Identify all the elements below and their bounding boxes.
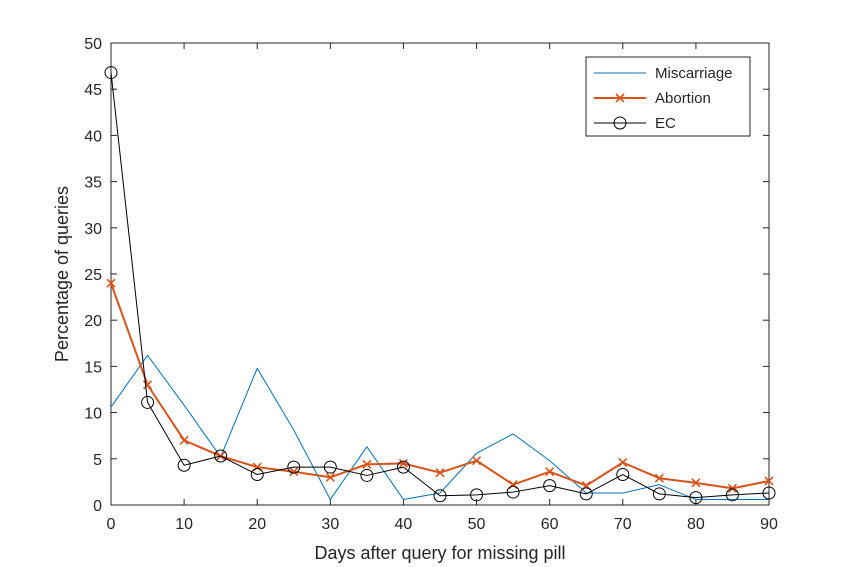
data-point-ec [250, 468, 264, 482]
x-tick-label: 60 [541, 516, 559, 533]
legend-label-ec: EC [655, 115, 676, 132]
x-tick-label: 10 [175, 516, 193, 533]
data-point-ec [689, 491, 703, 505]
y-axis-label: Percentage of queries [52, 186, 72, 362]
x-tick-label: 0 [107, 516, 116, 533]
data-point-ec [104, 66, 118, 80]
data-point-abortion [545, 467, 555, 477]
data-point-ec [287, 460, 301, 474]
data-point-abortion [252, 462, 262, 472]
legend-label-miscarriage: Miscarriage [655, 65, 733, 82]
legend-items: Miscarriage Abortion EC [594, 65, 733, 132]
legend-entry-abortion: Abortion [594, 90, 711, 107]
data-point-ec [177, 458, 191, 472]
y-tick-label: 10 [84, 406, 102, 423]
data-point-abortion [398, 458, 409, 468]
y-tick-label: 15 [84, 359, 102, 376]
data-point-ec [396, 460, 410, 474]
data-point-ec [214, 449, 228, 463]
y-tick-label: 45 [84, 82, 102, 99]
y-tick-label: 25 [84, 267, 102, 284]
legend-label-abortion: Abortion [655, 90, 711, 107]
y-tick-labels: 0 5 10 15 20 25 30 35 40 45 50 [84, 36, 102, 515]
data-point-abortion [654, 473, 664, 483]
data-series [104, 66, 776, 505]
x-tick-labels: 0 10 20 30 40 50 60 70 80 90 [107, 516, 778, 533]
x-tick-label: 70 [614, 516, 632, 533]
legend-entry-ec: EC [594, 115, 676, 132]
y-tick-label: 20 [84, 313, 102, 330]
y-tick-label: 0 [93, 498, 102, 515]
legend: Miscarriage Abortion EC [585, 56, 751, 137]
legend-marker-ec [613, 116, 627, 130]
axis-ticks [110, 42, 770, 506]
data-point-ec [725, 488, 739, 502]
x-tick-label: 20 [248, 516, 266, 533]
data-point-ec [433, 489, 447, 503]
x-tick-label: 90 [760, 516, 778, 533]
x-tick-label: 50 [468, 516, 486, 533]
data-point-abortion [179, 435, 189, 445]
x-tick-label: 30 [321, 516, 339, 533]
y-tick-label: 5 [93, 452, 102, 469]
data-point-ec [762, 486, 776, 500]
series-line-ec [110, 72, 770, 499]
data-point-abortion [764, 476, 774, 486]
data-point-abortion [325, 472, 335, 482]
data-point-ec [141, 395, 155, 409]
data-point-ec [579, 487, 593, 501]
data-point-ec [323, 460, 337, 474]
x-axis-label: Days after query for missing pill [314, 543, 565, 563]
y-tick-label: 30 [84, 221, 102, 238]
data-point-abortion [508, 480, 518, 490]
data-point-abortion [435, 468, 445, 478]
data-point-ec [616, 468, 630, 482]
legend-marker-abortion [615, 93, 625, 103]
data-point-ec [543, 479, 557, 493]
data-point-abortion [471, 456, 482, 466]
data-point-abortion [289, 467, 299, 477]
legend-entry-miscarriage: Miscarriage [594, 65, 733, 82]
data-point-abortion [618, 457, 628, 468]
data-point-ec [360, 468, 374, 482]
data-point-abortion [106, 278, 116, 288]
y-tick-label: 50 [84, 36, 102, 53]
x-tick-label: 40 [395, 516, 413, 533]
data-point-abortion [362, 459, 372, 469]
data-point-ec [470, 488, 484, 502]
data-point-ec [652, 487, 666, 501]
data-point-ec [506, 485, 520, 499]
series-ec [104, 66, 776, 505]
y-tick-label: 35 [84, 175, 102, 192]
y-tick-label: 40 [84, 128, 102, 145]
data-point-abortion [691, 478, 701, 488]
x-tick-label: 80 [687, 516, 705, 533]
